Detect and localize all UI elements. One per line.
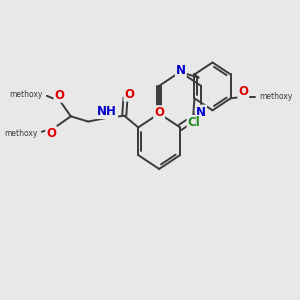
- Text: methoxy: methoxy: [4, 129, 37, 138]
- Text: O: O: [238, 85, 248, 98]
- Text: O: O: [54, 89, 64, 102]
- Text: O: O: [154, 106, 164, 119]
- Text: N: N: [176, 64, 186, 77]
- Text: methoxy: methoxy: [260, 92, 293, 101]
- Text: N: N: [196, 106, 206, 118]
- Text: methoxy: methoxy: [9, 90, 42, 99]
- Text: O: O: [124, 88, 134, 100]
- Text: O: O: [46, 127, 56, 140]
- Text: Cl: Cl: [188, 116, 200, 129]
- Text: NH: NH: [97, 105, 117, 118]
